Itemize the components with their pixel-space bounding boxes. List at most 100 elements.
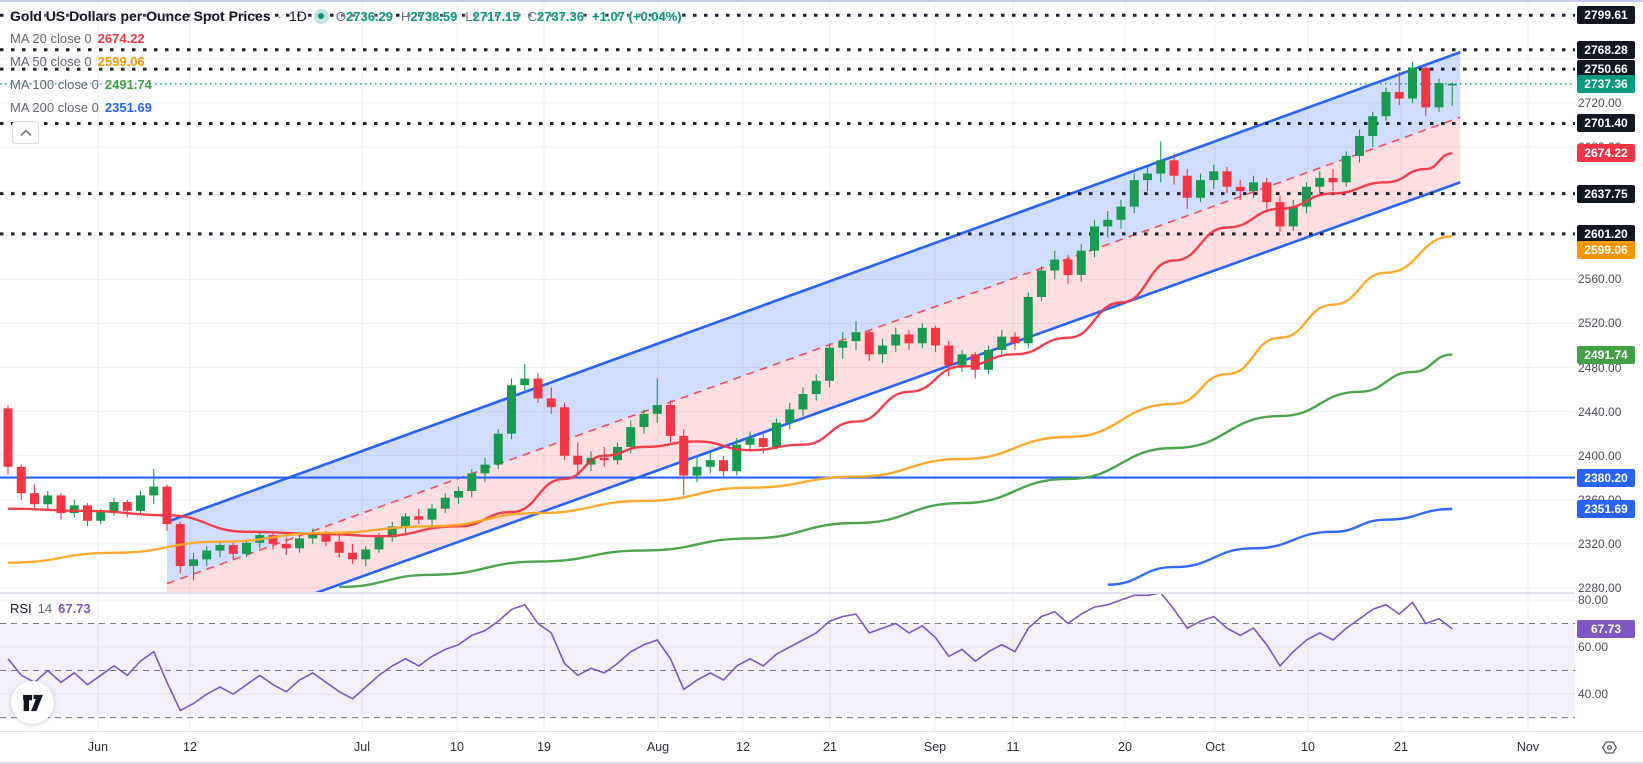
candle-body[interactable] [1315, 177, 1325, 187]
candle-body[interactable] [348, 552, 357, 560]
candle-body[interactable] [387, 526, 397, 538]
symbol-title-row[interactable]: Gold US Dollars per Ounce Spot Prices · … [10, 5, 682, 27]
candle-body[interactable] [414, 516, 424, 520]
time-axis[interactable]: Jun 12 Jul 10 19 Aug 12 21 Sep 11 20 Oct 10 21 Nov [0, 732, 1575, 762]
candle-body[interactable] [997, 336, 1007, 350]
symbol-title[interactable]: Gold US Dollars per Ounce Spot Prices [10, 8, 271, 24]
indicator-row-ma20[interactable]: MA 20 close 0 2674.22 [10, 27, 682, 50]
tradingview-logo[interactable] [11, 681, 54, 724]
candle-body[interactable] [1249, 182, 1258, 192]
candle-body[interactable] [811, 380, 821, 395]
candle-body[interactable] [626, 427, 636, 447]
ma-line-100[interactable] [339, 353, 1453, 589]
candle-body[interactable] [1196, 180, 1205, 198]
candle-body[interactable] [1076, 250, 1086, 275]
candle-body[interactable] [16, 466, 26, 494]
indicator-row-ma100[interactable]: MA 100 close 0 2491.74 [10, 73, 682, 96]
candle-body[interactable] [719, 460, 728, 472]
candle-body[interactable] [1275, 202, 1285, 227]
candle-body[interactable] [493, 433, 503, 465]
candle-body[interactable] [679, 435, 689, 476]
candle-body[interactable] [1169, 160, 1179, 176]
candle-body[interactable] [785, 409, 795, 423]
candle-body[interactable] [1143, 173, 1152, 181]
candle-body[interactable] [268, 535, 278, 544]
candle-body[interactable] [401, 516, 410, 527]
candle-body[interactable] [1328, 177, 1338, 183]
candle-body[interactable] [1434, 83, 1444, 108]
candle-body[interactable] [1421, 67, 1431, 108]
indicator-row-ma200[interactable]: MA 200 close 0 2351.69 [10, 96, 682, 119]
candle-body[interactable] [957, 354, 967, 366]
candle-body[interactable] [1288, 206, 1298, 227]
candle-body[interactable] [1050, 259, 1060, 271]
candle-body[interactable] [56, 495, 66, 514]
candle-body[interactable] [864, 332, 874, 355]
candle-body[interactable] [1262, 182, 1272, 203]
candle-body[interactable] [825, 347, 834, 381]
candle-body[interactable] [1129, 180, 1139, 207]
candle-body[interactable] [189, 559, 198, 566]
candle-body[interactable] [122, 502, 132, 511]
candle-body[interactable] [69, 505, 79, 514]
candle-body[interactable] [149, 486, 159, 496]
candle-body[interactable] [533, 378, 543, 399]
candle-body[interactable] [467, 473, 477, 492]
candle-body[interactable] [83, 505, 92, 521]
candle-body[interactable] [3, 408, 13, 467]
candle-body[interactable] [666, 405, 675, 436]
candle-body[interactable] [1037, 270, 1046, 297]
candle-body[interactable] [1209, 171, 1219, 181]
candle-body[interactable] [1156, 160, 1166, 174]
indicator-row-ma50[interactable]: MA 50 close 0 2599.06 [10, 50, 682, 73]
candle-body[interactable] [1394, 91, 1404, 99]
collapse-indicators-button[interactable] [12, 121, 39, 144]
candle-body[interactable] [334, 541, 344, 553]
candle-body[interactable] [1010, 336, 1020, 344]
axis-settings-corner[interactable] [1575, 732, 1643, 762]
candle-body[interactable] [30, 493, 39, 505]
rsi-pane[interactable] [0, 594, 1575, 731]
candle-body[interactable] [1368, 116, 1378, 137]
candle-body[interactable] [1182, 175, 1192, 198]
candle-body[interactable] [758, 438, 768, 447]
candle-body[interactable] [599, 457, 609, 461]
channel-lower-line[interactable] [167, 181, 1461, 592]
candle-body[interactable] [96, 511, 106, 521]
candle-body[interactable] [1381, 91, 1391, 117]
candle-body[interactable] [692, 466, 702, 476]
candle-body[interactable] [573, 455, 583, 465]
candle-body[interactable] [43, 495, 53, 505]
candle-body[interactable] [1116, 206, 1126, 220]
candle-body[interactable] [308, 532, 318, 539]
candle-body[interactable] [427, 508, 437, 520]
candle-body[interactable] [745, 438, 755, 445]
candle-body[interactable] [560, 407, 569, 456]
candle-body[interactable] [361, 549, 371, 560]
channel-upper-line[interactable] [166, 51, 1461, 524]
candle-body[interactable] [970, 354, 980, 370]
candle-body[interactable] [1063, 259, 1073, 275]
candle-body[interactable] [652, 405, 662, 414]
candle-body[interactable] [917, 327, 927, 344]
candle-body[interactable] [732, 444, 742, 472]
candle-body[interactable] [944, 345, 954, 366]
candle-body[interactable] [507, 385, 516, 434]
candle-body[interactable] [1235, 186, 1245, 192]
candle-body[interactable] [639, 413, 649, 428]
candle-body[interactable] [546, 398, 556, 408]
pane-divider[interactable] [0, 592, 1575, 594]
channel-mid-line[interactable] [166, 116, 1461, 585]
candle-body[interactable] [520, 378, 530, 386]
candle-body[interactable] [705, 460, 715, 467]
candle-body[interactable] [1090, 226, 1099, 251]
rsi-line[interactable] [7, 594, 1453, 712]
candle-body[interactable] [838, 341, 848, 348]
candle-body[interactable] [202, 550, 212, 560]
market-status-icon[interactable] [313, 8, 329, 24]
candle-body[interactable] [1447, 83, 1457, 86]
candle-body[interactable] [1222, 171, 1232, 187]
candle-body[interactable] [480, 464, 490, 474]
candle-body[interactable] [1408, 67, 1417, 99]
candle-body[interactable] [109, 502, 119, 512]
